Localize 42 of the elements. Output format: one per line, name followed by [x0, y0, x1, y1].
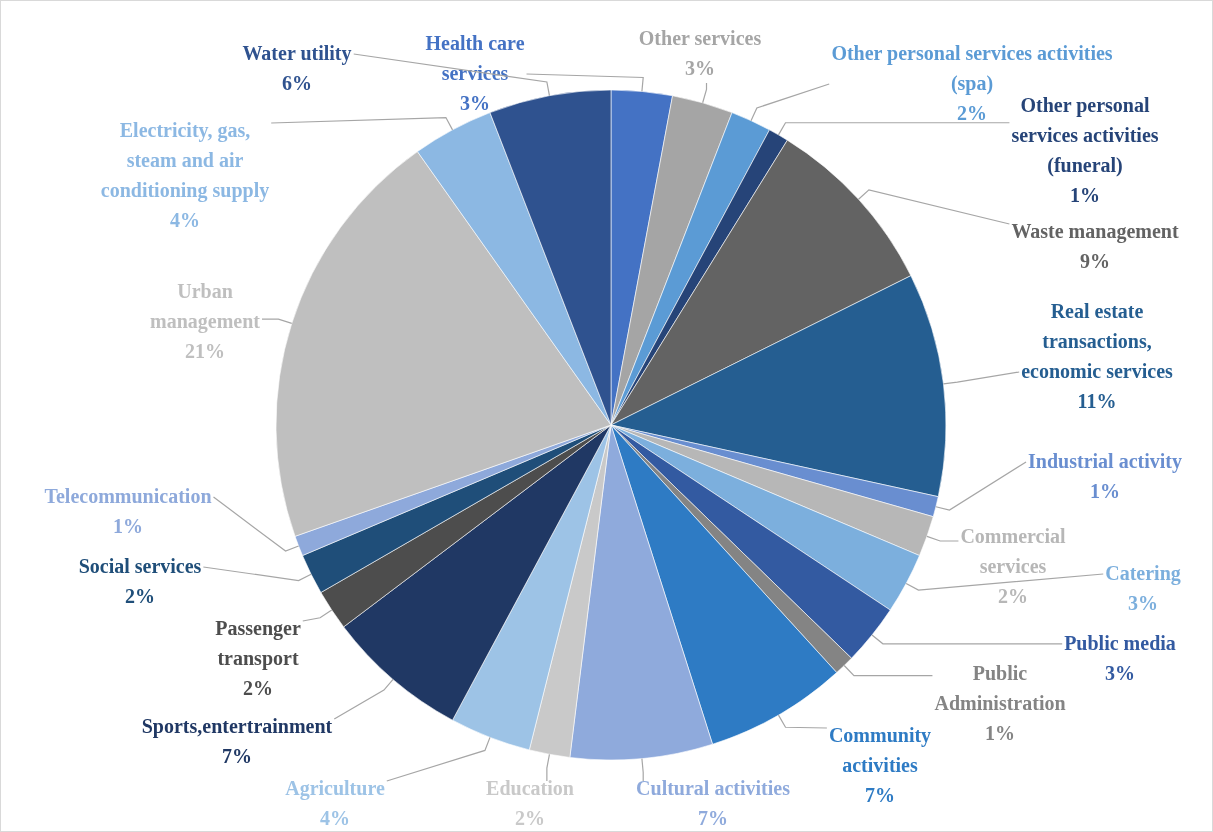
slice-label: Social services — [78, 555, 202, 577]
slice-label: Passenger transport — [215, 617, 301, 670]
slice-label: Public media — [1064, 632, 1176, 654]
data-label: 21% — [185, 340, 225, 362]
data-label: 4% — [320, 807, 350, 829]
data-label: 1% — [1090, 480, 1120, 502]
data-label: 2% — [243, 677, 273, 699]
slice-label: Other services — [638, 27, 762, 49]
slice-label: Water utility — [242, 42, 352, 65]
data-label: 2% — [998, 585, 1028, 607]
slice-label: Other personal services activities (spa) — [831, 42, 1113, 95]
data-label: 1% — [113, 515, 143, 537]
slice-label: Urban management — [150, 280, 261, 333]
data-label: 2% — [125, 585, 155, 607]
slice-label: Waste management — [1011, 220, 1179, 243]
data-label: 6% — [282, 72, 312, 94]
slice-label: Cultural activities — [636, 777, 791, 799]
data-label: 7% — [865, 784, 895, 806]
slice-label: Electricity, gas, steam and air conditioning supply — [100, 119, 270, 202]
data-label: 4% — [170, 209, 200, 231]
slice-label: Other personal services activities (funeral) — [1011, 94, 1159, 177]
data-label: 9% — [1080, 250, 1110, 272]
slice-label: Public Administration — [934, 662, 1066, 714]
data-label: 11% — [1077, 390, 1117, 412]
slice-label: Commercial services — [960, 525, 1067, 577]
data-label: 3% — [685, 57, 715, 79]
slice-label: Health care services — [425, 32, 525, 84]
data-label: 1% — [1070, 184, 1100, 206]
data-label: 2% — [957, 102, 987, 124]
data-label: 3% — [1105, 662, 1135, 684]
slice-label: Industrial activity — [1028, 450, 1182, 473]
data-label: 3% — [460, 92, 490, 114]
data-label: 1% — [985, 722, 1015, 744]
slice-label: Sports,entertrainment — [141, 715, 333, 738]
slice-label: Catering — [1105, 562, 1181, 585]
slice-label: Agriculture — [285, 777, 385, 800]
slice-label: Real estate transactions, economic services — [1021, 300, 1174, 382]
data-label: 7% — [222, 745, 252, 767]
slice-label: Community activities — [828, 724, 932, 776]
data-label: 7% — [698, 807, 728, 829]
data-label: 3% — [1128, 592, 1158, 614]
slice-label: Telecommunication — [44, 485, 212, 507]
